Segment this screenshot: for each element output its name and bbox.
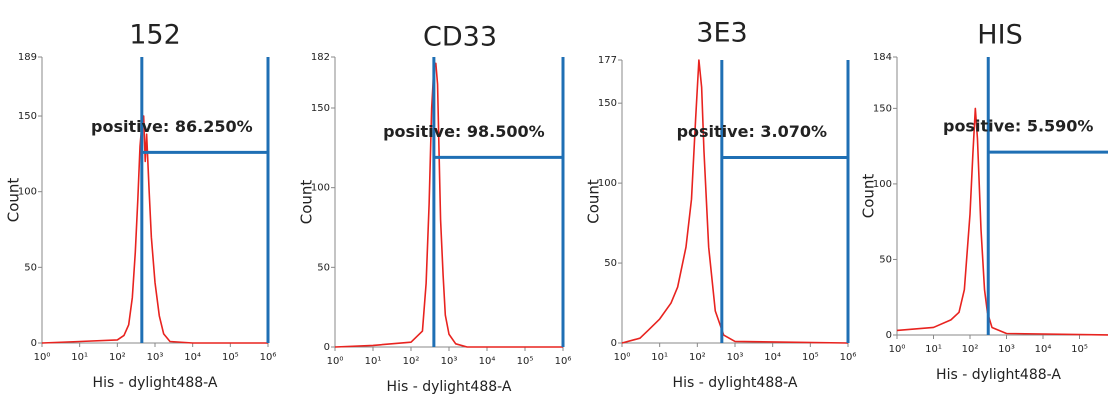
histogram-line [621, 59, 849, 344]
y-axis-label: Count [860, 174, 878, 219]
x-tick-label: 10⁴ [764, 352, 781, 363]
y-tick-label: 0 [886, 330, 892, 341]
x-tick-label: 10¹ [365, 356, 382, 367]
x-tick-label: 10⁰ [34, 352, 51, 363]
x-tick-label: 10⁶ [555, 356, 572, 367]
x-tick-label: 10² [689, 352, 706, 363]
y-tick-label: 0 [324, 342, 330, 353]
x-tick-label: 10⁰ [614, 352, 631, 363]
y-axis-label: Count [585, 179, 603, 224]
x-axis-label: His - dylight488-A [93, 375, 218, 391]
y-tick-label: 177 [598, 55, 617, 66]
y-axis-label: Count [5, 178, 23, 223]
x-tick-label: 10³ [727, 352, 744, 363]
gate-annotation: positive: 5.590% [943, 117, 1093, 136]
gate-annotation: positive: 98.500% [383, 122, 545, 141]
chart-title: 3E3 [696, 18, 747, 49]
chart-title: CD33 [423, 22, 497, 53]
x-axis-label: His - dylight488-A [387, 379, 512, 395]
x-tick-label: 10⁵ [1071, 344, 1088, 355]
x-tick-label: 10⁵ [802, 352, 819, 363]
histogram-line [334, 62, 563, 348]
x-axis-label: His - dylight488-A [673, 375, 798, 391]
x-tick-label: 10⁴ [1035, 344, 1052, 355]
x-tick-label: 10⁰ [889, 344, 906, 355]
y-axis-label: Count [298, 180, 316, 225]
y-tick-label: 150 [598, 98, 617, 109]
y-tick-label: 50 [24, 262, 37, 273]
y-tick-label: 0 [611, 338, 617, 349]
x-tick-label: 10³ [441, 356, 458, 367]
x-tick-label: 10³ [147, 352, 164, 363]
histogram-line [41, 115, 268, 344]
y-tick-label: 150 [311, 103, 330, 114]
y-tick-label: 150 [873, 103, 892, 114]
y-tick-label: 0 [31, 338, 37, 349]
y-tick-label: 100 [598, 178, 617, 189]
x-tick-label: 10⁵ [517, 356, 534, 367]
y-tick-label: 100 [311, 183, 330, 194]
x-tick-label: 10⁰ [327, 356, 344, 367]
x-tick-label: 10² [962, 344, 979, 355]
gate-annotation: positive: 3.070% [677, 122, 827, 141]
y-tick-label: 100 [18, 187, 37, 198]
y-tick-label: 184 [873, 52, 892, 63]
x-tick-label: 10⁶ [260, 352, 277, 363]
y-tick-label: 50 [317, 262, 330, 273]
x-tick-label: 10¹ [925, 344, 942, 355]
histogram-line [896, 107, 1108, 336]
gate-annotation: positive: 86.250% [91, 117, 253, 136]
x-tick-label: 10⁴ [479, 356, 496, 367]
x-tick-label: 10³ [998, 344, 1015, 355]
x-tick-label: 10⁵ [222, 352, 239, 363]
chart-title: HIS [977, 20, 1022, 51]
y-tick-label: 150 [18, 111, 37, 122]
x-tick-label: 10¹ [71, 352, 88, 363]
y-tick-label: 50 [604, 258, 617, 269]
x-tick-label: 10⁶ [840, 352, 857, 363]
y-tick-label: 182 [311, 52, 330, 63]
y-tick-label: 100 [873, 179, 892, 190]
x-tick-label: 10² [109, 352, 126, 363]
x-tick-label: 10² [403, 356, 420, 367]
x-axis-label: His - dylight488-A [936, 367, 1061, 383]
x-tick-label: 10¹ [651, 352, 668, 363]
y-tick-label: 189 [18, 52, 37, 63]
chart-title: 152 [129, 20, 181, 51]
y-tick-label: 50 [879, 254, 892, 265]
x-tick-label: 10⁴ [184, 352, 201, 363]
